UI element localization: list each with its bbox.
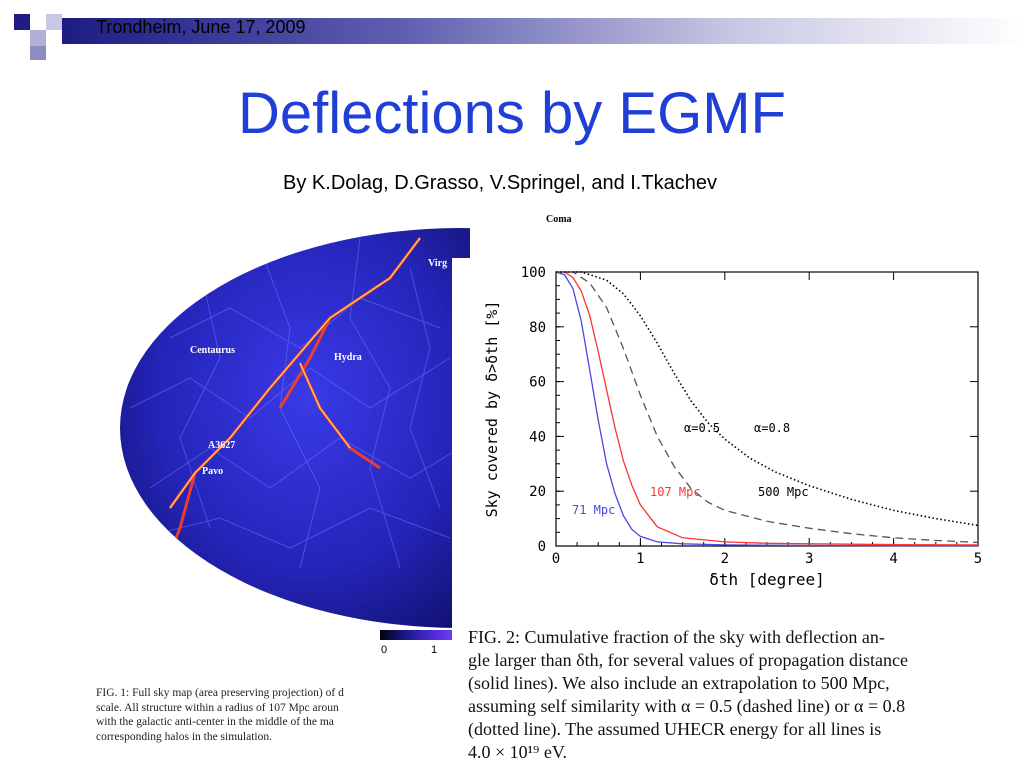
header-bar xyxy=(62,18,1024,44)
fig2-caption-line: assuming self similarity with α = 0.5 (d… xyxy=(468,696,906,716)
header-square-dark xyxy=(14,14,30,30)
sky-map-image xyxy=(120,228,470,628)
deflection-chart: 0 1 2 3 4 5 0 20 40 60 80 100 71 Mpc 107 Mpc 500 Mpc α=… xyxy=(483,265,982,589)
header-square-light xyxy=(30,30,46,46)
fig2-caption-line: (dotted line). The assumed UHECR energy … xyxy=(468,719,882,739)
colorbar xyxy=(380,630,458,640)
map-label-coma: Coma xyxy=(546,214,572,225)
header-square-mid xyxy=(30,46,46,60)
x-tick-label: 1 xyxy=(636,551,644,567)
series-label-107-mpc: 107 Mpc xyxy=(650,485,701,499)
x-tick-label: 2 xyxy=(721,551,729,567)
x-tick-label: 0 xyxy=(552,551,560,567)
annotation-alpha-0-5: α=0.5 xyxy=(684,421,720,435)
fig2-caption-line: FIG. 2: Cumulative fraction of the sky w… xyxy=(468,627,885,647)
x-axis-title: δth [degree] xyxy=(709,570,825,589)
y-tick-label: 20 xyxy=(529,484,546,500)
x-tick-label: 3 xyxy=(805,551,813,567)
y-tick-label: 60 xyxy=(529,375,546,391)
header-square-light xyxy=(46,14,62,30)
slide-title: Deflections by EGMF xyxy=(238,81,786,146)
fig1-caption-line: with the galactic anti-center in the mid… xyxy=(96,716,334,728)
map-label-centaurus: Centaurus xyxy=(190,345,236,356)
map-label-a3627: A3627 xyxy=(208,440,236,451)
fig2-caption: FIG. 2: Cumulative fraction of the sky w… xyxy=(468,626,1014,764)
x-tick-label: 4 xyxy=(889,551,897,567)
fig1-caption-line: scale. All structure within a radius of … xyxy=(96,701,339,714)
fig1-caption: FIG. 1: Full sky map (area preserving pr… xyxy=(96,686,458,756)
fig2-panel xyxy=(452,258,1024,768)
map-label-hydra: Hydra xyxy=(334,352,362,363)
series-line-500-mpc xyxy=(556,271,979,544)
y-tick-label: 80 xyxy=(529,320,546,336)
fig1-caption-line: FIG. 1: Full sky map (area preserving pr… xyxy=(96,687,344,699)
series-label-71-mpc: 71 Mpc xyxy=(572,503,615,517)
colorbar-tick: 1 xyxy=(431,644,438,656)
annotation-alpha-0-8: α=0.8 xyxy=(754,421,790,435)
series-line-71-mpc xyxy=(555,271,978,547)
y-tick-label: 100 xyxy=(521,265,546,281)
y-tick-label: 40 xyxy=(529,429,546,445)
map-label-pavo: Pavo xyxy=(202,466,224,477)
series-label-500-mpc: 500 Mpc xyxy=(758,485,809,499)
header-date: Trondheim, June 17, 2009 xyxy=(96,17,306,37)
x-tick-label: 5 xyxy=(974,551,982,567)
y-axis-title: Sky covered by δ>δth [%] xyxy=(483,301,501,518)
fig2-caption-line: 4.0 × 10¹⁹ eV. xyxy=(468,742,567,762)
fig2-caption-line: gle larger than δth, for several values … xyxy=(468,650,908,670)
fig2-caption-line: (solid lines). We also include an extrap… xyxy=(468,673,890,693)
colorbar-tick: 0 xyxy=(381,644,388,656)
map-label-virgo: Virg xyxy=(428,258,448,269)
series-line-107-mpc xyxy=(556,271,979,546)
fig1-caption-line: corresponding halos in the simulation. xyxy=(96,730,272,743)
slide-authors: By K.Dolag, D.Grasso, V.Springel, and I.… xyxy=(283,172,717,194)
y-tick-label: 0 xyxy=(538,539,546,555)
